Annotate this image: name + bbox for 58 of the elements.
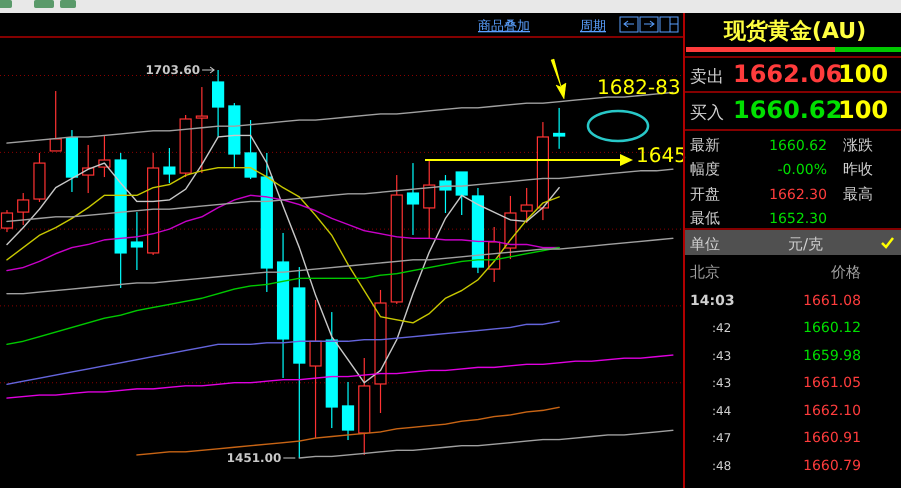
text: :44: [712, 404, 732, 418]
annotation: 1703.60: [145, 63, 200, 77]
text: 1661.05: [803, 375, 861, 391]
candlestick: [196, 86, 208, 174]
text: :47: [712, 431, 732, 445]
text: 1662.06: [733, 60, 842, 88]
text: 最低: [690, 209, 720, 227]
text: 北京: [690, 263, 720, 281]
text: 幅度: [690, 160, 720, 178]
text: :43: [712, 376, 732, 390]
text: 1660.79: [803, 458, 861, 474]
text: 1660.12: [803, 320, 861, 336]
text: 最新: [690, 136, 720, 154]
text: 1652.30: [769, 211, 827, 227]
candlestick: [309, 299, 322, 439]
annotation: 1451.00: [226, 451, 282, 465]
candlestick: [212, 69, 224, 138]
text: 昨收: [843, 160, 873, 178]
text: 涨跌: [843, 136, 873, 154]
annotation: 1682-83: [597, 75, 681, 99]
text: 1659.98: [803, 348, 861, 364]
text: 1662.30: [769, 187, 827, 203]
candlestick: [114, 152, 127, 289]
text: 单位: [690, 235, 720, 253]
candlestick: [17, 192, 30, 226]
candlestick: [228, 102, 240, 168]
candlestick: [358, 357, 370, 456]
text: 元/克: [788, 235, 823, 253]
text: 买入: [690, 103, 724, 123]
candlestick: [520, 187, 533, 224]
candlestick: [406, 162, 420, 236]
text: 卖出: [690, 67, 724, 87]
text: :42: [712, 321, 732, 335]
candlestick: [276, 232, 290, 379]
text: 1662.10: [803, 403, 861, 419]
text: 1660.62: [769, 138, 827, 154]
candlestick: [326, 311, 338, 429]
text: 1660.91: [803, 430, 861, 446]
candlestick: [130, 211, 144, 271]
candlestick: [293, 266, 306, 459]
text: :43: [712, 349, 732, 363]
text: 价格: [830, 263, 861, 281]
candlestick: [163, 147, 176, 184]
candlestick: [553, 107, 566, 150]
text: -0.00%: [777, 162, 827, 178]
text: 商品叠加: [478, 19, 530, 34]
text: 现货黄金(AU): [722, 19, 866, 44]
candlestick: [374, 289, 387, 414]
text: :48: [712, 459, 732, 473]
candlestick: [260, 152, 273, 293]
text: 1661.08: [803, 293, 861, 309]
text: 开盘: [690, 185, 720, 203]
candlestick: [342, 381, 354, 441]
candlestick: [390, 174, 403, 305]
text: 14:03: [690, 293, 735, 309]
text: 最高: [843, 185, 873, 203]
text: 周期: [580, 19, 606, 34]
candlestick: [423, 160, 436, 240]
